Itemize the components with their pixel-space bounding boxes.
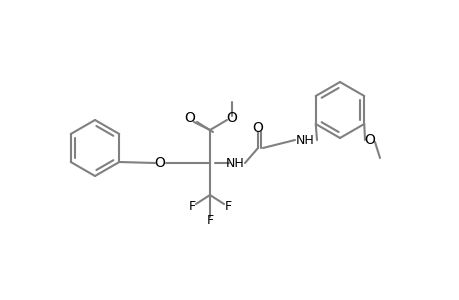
Text: NH: NH (295, 134, 313, 146)
Text: O: O (226, 111, 237, 125)
Text: F: F (206, 214, 213, 226)
Text: O: O (184, 111, 195, 125)
Text: F: F (188, 200, 195, 214)
Text: O: O (154, 156, 165, 170)
Text: F: F (224, 200, 231, 214)
Text: O: O (252, 121, 263, 135)
Text: O: O (364, 133, 375, 147)
Text: NH: NH (225, 157, 244, 169)
